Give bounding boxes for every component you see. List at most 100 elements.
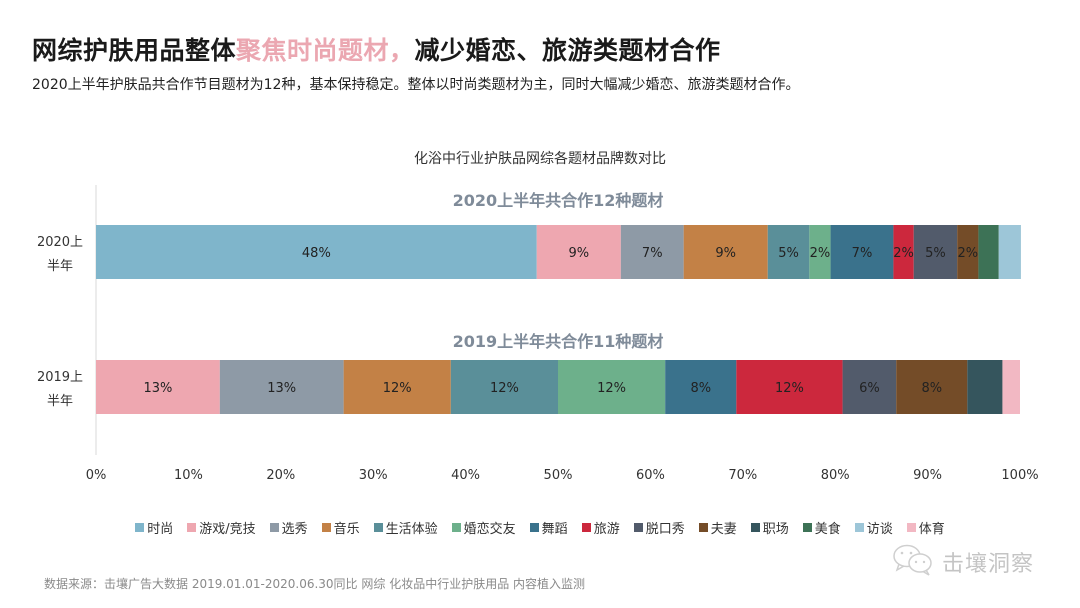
- chart-title: 化浴中行业护肤品网综各题材品牌数对比: [414, 151, 666, 167]
- bar-segment-2020: [978, 225, 999, 279]
- data-label: 9%: [568, 246, 589, 261]
- legend-swatch: [187, 523, 197, 532]
- legend-item: 游戏/竞技: [187, 518, 256, 537]
- legend-label: 舞蹈: [541, 522, 568, 537]
- bar-segment-2019: [1002, 360, 1020, 414]
- data-label: 13%: [267, 381, 296, 396]
- legend-item: 旅游: [581, 518, 620, 537]
- data-label: 2%: [957, 246, 978, 261]
- headline-highlight: 聚焦时尚题材，: [236, 36, 415, 65]
- watermark-text: 击壤洞察: [942, 552, 1035, 577]
- legend-item: 职场: [750, 518, 789, 537]
- data-label: 9%: [715, 246, 736, 261]
- bar-segment-2019: [842, 360, 897, 414]
- x-tick-label: 0%: [86, 468, 107, 483]
- legend-item: 舞蹈: [529, 518, 568, 537]
- legend-swatch: [135, 523, 145, 532]
- data-label: 12%: [597, 381, 626, 396]
- row-annotation: 2019上半年共合作11种题材: [453, 332, 664, 351]
- chart-legend: 时尚 游戏/竞技 选秀 音乐 生活体验 婚恋交友 舞蹈 旅游 脱口秀 夫妻 职场 美食 访谈 体育: [0, 518, 1080, 537]
- legend-label: 体育: [918, 522, 945, 537]
- legend-item: 夫妻: [698, 518, 737, 537]
- legend-swatch: [633, 523, 643, 532]
- y-category-label: 半年: [47, 394, 73, 409]
- legend-label: 游戏/竞技: [199, 522, 256, 537]
- y-category-label: 2020上: [37, 235, 83, 250]
- headline-part2: 减少婚恋、旅游类题材合作: [414, 36, 721, 65]
- x-tick-label: 100%: [1001, 468, 1038, 483]
- bar-segment-2020: [998, 225, 1021, 279]
- x-tick-label: 90%: [913, 468, 942, 483]
- data-label: 8%: [690, 381, 711, 396]
- y-category-label: 2019上: [37, 370, 83, 385]
- headline-part1: 网综护肤用品整体: [32, 36, 237, 65]
- data-label: 7%: [852, 246, 873, 261]
- data-label: 48%: [302, 246, 331, 261]
- bar-segment-2020: [893, 225, 914, 279]
- legend-swatch: [581, 523, 591, 532]
- legend-swatch: [451, 523, 461, 532]
- legend-swatch: [750, 523, 760, 532]
- data-label: 12%: [383, 381, 412, 396]
- data-label: 7%: [642, 246, 663, 261]
- legend-item: 音乐: [321, 518, 360, 537]
- bar-segment-2020: [96, 225, 537, 279]
- bar-segment-2020: [683, 225, 768, 279]
- bar-segment-2019: [450, 360, 558, 414]
- legend-item: 脱口秀: [633, 518, 685, 537]
- legend-item: 美食: [802, 518, 841, 537]
- x-tick-label: 30%: [359, 468, 388, 483]
- bar-segment-2019: [967, 360, 1003, 414]
- x-tick-label: 20%: [266, 468, 295, 483]
- legend-label: 脱口秀: [645, 522, 685, 537]
- x-tick-label: 70%: [728, 468, 757, 483]
- bar-segment-2020: [767, 225, 810, 279]
- data-label: 5%: [925, 246, 946, 261]
- bar-segment-2019: [96, 360, 220, 414]
- legend-label: 音乐: [333, 522, 360, 537]
- data-label: 13%: [143, 381, 172, 396]
- row-annotation: 2020上半年共合作12种题材: [453, 191, 664, 210]
- legend-item: 访谈: [854, 518, 893, 537]
- page-headline: 网综护肤用品整体聚焦时尚题材，减少婚恋、旅游类题材合作: [32, 31, 721, 67]
- bar-segment-2020: [536, 225, 621, 279]
- legend-label: 夫妻: [710, 522, 737, 537]
- x-tick-label: 60%: [636, 468, 665, 483]
- bar-segment-2020: [830, 225, 894, 279]
- legend-item: 选秀: [269, 518, 308, 537]
- data-label: 5%: [778, 246, 799, 261]
- data-label: 2%: [810, 246, 831, 261]
- legend-label: 职场: [762, 522, 789, 537]
- legend-swatch: [906, 523, 916, 532]
- bar-segment-2019: [219, 360, 344, 414]
- legend-swatch: [529, 523, 539, 532]
- legend-label: 婚恋交友: [463, 522, 516, 537]
- bar-segment-2019: [665, 360, 737, 414]
- x-tick-label: 40%: [451, 468, 480, 483]
- legend-label: 美食: [814, 522, 841, 537]
- bar-segment-2020: [620, 225, 684, 279]
- legend-swatch: [698, 523, 708, 532]
- bar-segment-2019: [343, 360, 451, 414]
- legend-item: 时尚: [135, 518, 173, 537]
- bar-segment-2020: [809, 225, 831, 279]
- legend-label: 访谈: [866, 522, 893, 537]
- y-category-label: 半年: [47, 259, 73, 274]
- legend-swatch: [373, 523, 383, 532]
- data-source-note: 数据来源：击壤广告大数据 2019.01.01-2020.06.30同比 网综 …: [44, 577, 586, 591]
- bar-segment-2020: [913, 225, 958, 279]
- legend-swatch: [854, 523, 864, 532]
- x-tick-label: 80%: [821, 468, 850, 483]
- legend-label: 旅游: [593, 522, 620, 537]
- data-label: 12%: [490, 381, 519, 396]
- legend-swatch: [802, 523, 812, 532]
- x-tick-label: 10%: [174, 468, 203, 483]
- wechat-icon: [892, 543, 936, 581]
- legend-label: 选秀: [281, 522, 308, 537]
- legend-item: 体育: [906, 518, 945, 537]
- page-subtitle: 2020上半年护肤品共合作节目题材为12种，基本保持稳定。整体以时尚类题材为主，…: [32, 77, 800, 93]
- legend-swatch: [269, 523, 279, 532]
- legend-item: 婚恋交友: [451, 518, 516, 537]
- data-label: 6%: [859, 381, 880, 396]
